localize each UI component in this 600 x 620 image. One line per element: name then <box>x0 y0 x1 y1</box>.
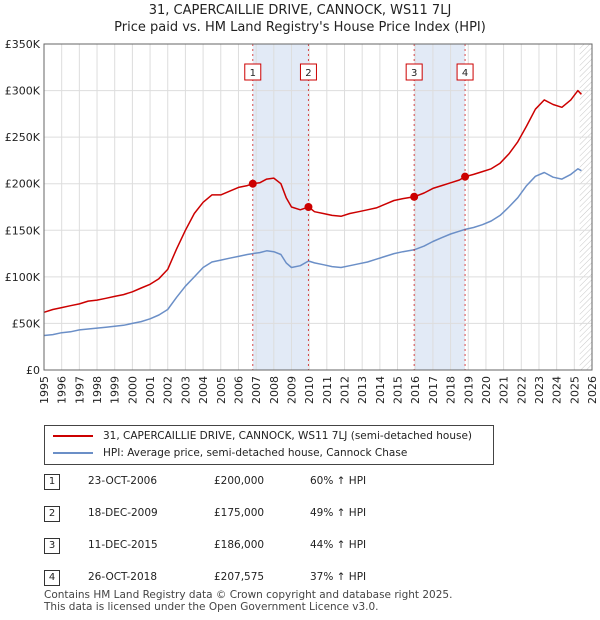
x-tick-label: 2017 <box>427 376 440 404</box>
y-tick-label: £250K <box>5 131 41 144</box>
sale-date: 11-DEC-2015 <box>88 539 158 551</box>
chart-title: 31, CAPERCAILLIE DRIVE, CANNOCK, WS11 7L… <box>148 3 452 18</box>
x-tick-label: 2026 <box>586 376 599 404</box>
y-tick-label: £200K <box>5 178 41 191</box>
plot-border <box>43 43 593 371</box>
sale-number-badge: 3 <box>44 538 60 554</box>
sale-date: 18-DEC-2009 <box>88 507 158 519</box>
sale-number-badge: 2 <box>44 506 60 522</box>
x-tick-label: 2003 <box>179 376 192 404</box>
sale-point <box>248 179 257 188</box>
y-tick-label: £350K <box>5 38 41 51</box>
x-tick-label: 1999 <box>109 376 122 404</box>
sale-hpi-change: 49% ↑ HPI <box>310 507 367 519</box>
x-tick-label: 2020 <box>480 376 493 404</box>
x-tick-label: 2025 <box>568 376 581 404</box>
sale-price: £200,000 <box>214 475 265 487</box>
y-tick-label: £100K <box>5 271 41 284</box>
x-tick-label: 2006 <box>232 376 245 404</box>
y-tick-label: £150K <box>5 224 41 237</box>
x-tick-label: 2022 <box>515 376 528 404</box>
sale-date: 23-OCT-2006 <box>88 475 157 487</box>
x-tick-label: 2012 <box>339 376 352 404</box>
footer-licence: This data is licensed under the Open Gov… <box>44 601 379 613</box>
x-tick-label: 2018 <box>445 376 458 404</box>
x-tick-label: 2001 <box>144 376 157 404</box>
sale-price: £207,575 <box>214 571 265 583</box>
sale-marker-box <box>456 63 474 81</box>
x-tick-label: 2004 <box>197 376 210 404</box>
x-tick-label: 2015 <box>392 376 405 404</box>
x-tick-label: 2007 <box>250 376 263 404</box>
sale-price: £175,000 <box>214 507 265 519</box>
chart-subtitle: Price paid vs. HM Land Registry's House … <box>114 20 486 35</box>
y-tick-label: £300K <box>5 85 41 98</box>
legend-label-hpi: HPI: Average price, semi-detached house,… <box>103 447 408 459</box>
sale-price: £186,000 <box>214 539 265 551</box>
shaded-period <box>252 44 309 370</box>
x-tick-label: 2013 <box>356 376 369 404</box>
x-tick-label: 2000 <box>126 376 139 404</box>
sale-marker-label: 2 <box>305 68 311 79</box>
sale-number-badge: 1 <box>44 474 60 490</box>
x-tick-label: 1998 <box>91 376 104 404</box>
sale-point <box>304 203 313 211</box>
y-tick-label: £50K <box>12 317 41 330</box>
sale-point <box>461 172 470 181</box>
sale-hpi-change: 37% ↑ HPI <box>310 571 367 583</box>
legend-swatch-red <box>53 435 93 437</box>
sale-hpi-change: 44% ↑ HPI <box>310 539 367 551</box>
sale-marker-box <box>299 63 317 81</box>
x-tick-label: 2024 <box>551 376 564 404</box>
x-tick-label: 2016 <box>409 376 422 404</box>
footer-copyright: Contains HM Land Registry data © Crown c… <box>44 589 453 601</box>
shaded-period <box>414 44 466 370</box>
x-tick-label: 2014 <box>374 376 387 404</box>
y-tick-label: £0 <box>26 364 40 377</box>
legend-label-property: 31, CAPERCAILLIE DRIVE, CANNOCK, WS11 7L… <box>103 430 473 442</box>
sale-marker-label: 4 <box>462 68 468 79</box>
sale-number-badge: 4 <box>44 570 60 586</box>
x-tick-label: 2009 <box>285 376 298 404</box>
legend-swatch-blue <box>53 452 93 454</box>
x-tick-label: 1995 <box>38 376 51 404</box>
sale-hpi-change: 60% ↑ HPI <box>310 475 367 487</box>
price-chart: £0 £50K £100K £150K £200K £250K £300K £350K 1995… <box>5 38 599 404</box>
sale-date: 26-OCT-2018 <box>88 571 157 583</box>
plot-area <box>44 44 592 370</box>
x-tick-label: 2019 <box>462 376 475 404</box>
x-tick-label: 1996 <box>56 376 69 404</box>
legend: 31, CAPERCAILLIE DRIVE, CANNOCK, WS11 7L… <box>44 425 494 465</box>
forecast-hatch <box>579 44 592 370</box>
x-tick-label: 2023 <box>533 376 546 404</box>
x-tick-label: 2008 <box>268 376 281 404</box>
sale-point <box>410 192 419 201</box>
x-tick-label: 2010 <box>303 376 316 404</box>
x-tick-label: 2002 <box>162 376 175 404</box>
x-tick-label: 2021 <box>498 376 511 404</box>
x-tick-label: 2005 <box>215 376 228 404</box>
legend-item-hpi: HPI: Average price, semi-detached house,… <box>53 445 407 461</box>
sale-marker-box <box>244 63 262 81</box>
sale-marker-label: 3 <box>411 68 417 79</box>
legend-item-property: 31, CAPERCAILLIE DRIVE, CANNOCK, WS11 7L… <box>53 428 472 444</box>
sale-marker-label: 1 <box>250 68 256 79</box>
sale-marker-box <box>405 63 423 81</box>
x-tick-label: 2011 <box>321 376 334 404</box>
x-tick-label: 1997 <box>73 376 86 404</box>
